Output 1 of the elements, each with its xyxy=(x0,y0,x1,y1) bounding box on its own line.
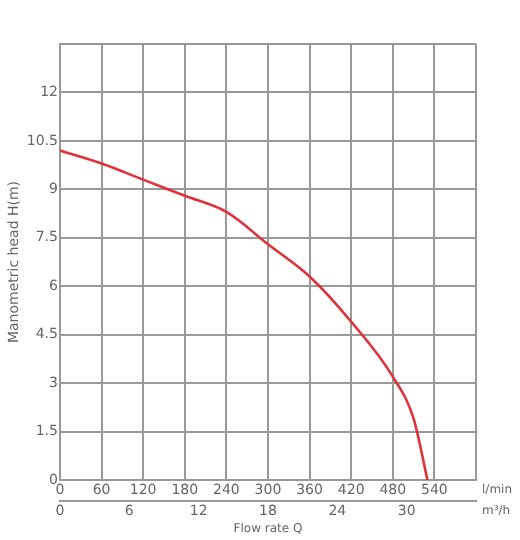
line-series xyxy=(59,149,429,480)
